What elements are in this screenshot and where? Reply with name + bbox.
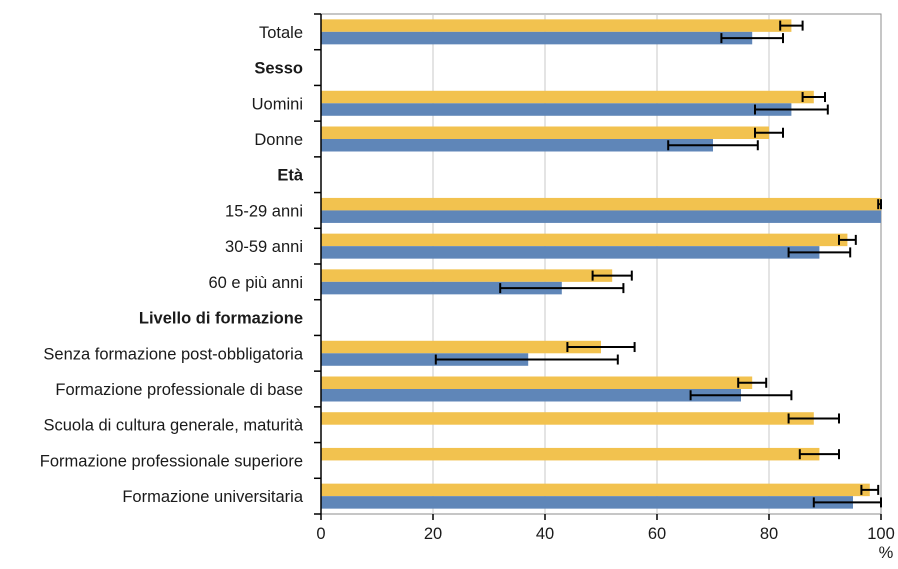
bar [321,376,753,389]
x-tick-label: 100 [867,525,895,543]
plot-frame [320,13,882,515]
category-label: Uomini [252,95,303,113]
category-label: Formazione professionale superiore [40,452,303,470]
category-label: 60 e più anni [209,274,304,292]
x-tick-label: 20 [424,525,442,543]
bar [321,233,848,247]
bar [321,281,562,295]
category-label: Senza formazione post-obbligatoria [43,345,303,363]
category-label: Donne [254,131,303,149]
bar [321,389,741,402]
category-group-header: Sesso [254,60,303,78]
bar [321,340,601,354]
category-group-header: Età [277,167,304,185]
bar [321,90,814,104]
bar [321,269,613,282]
bar [321,412,814,425]
bar [321,483,870,497]
bar [321,197,881,211]
category-label: 30-59 anni [225,238,303,256]
category-group-header: Livello di formazione [139,310,303,328]
x-tick-label: 80 [760,525,778,543]
bar [321,447,820,461]
bar [321,103,792,116]
bar [321,353,529,366]
category-label: 15-29 anni [225,202,303,220]
bar [321,139,713,152]
x-tick-label: 60 [648,525,666,543]
bar [321,126,769,139]
bar [321,31,753,45]
category-label: Formazione professionale di base [55,381,303,399]
bar [321,210,881,223]
bar [321,19,792,32]
category-label: Scuola di cultura generale, maturità [43,417,303,435]
x-tick-label: 0 [316,525,325,543]
bar [321,496,853,509]
x-tick-label: 40 [536,525,554,543]
x-unit-label: % [879,544,894,562]
category-label: Totale [259,24,303,42]
category-label: Formazione universitaria [122,488,303,506]
bar [321,246,820,259]
